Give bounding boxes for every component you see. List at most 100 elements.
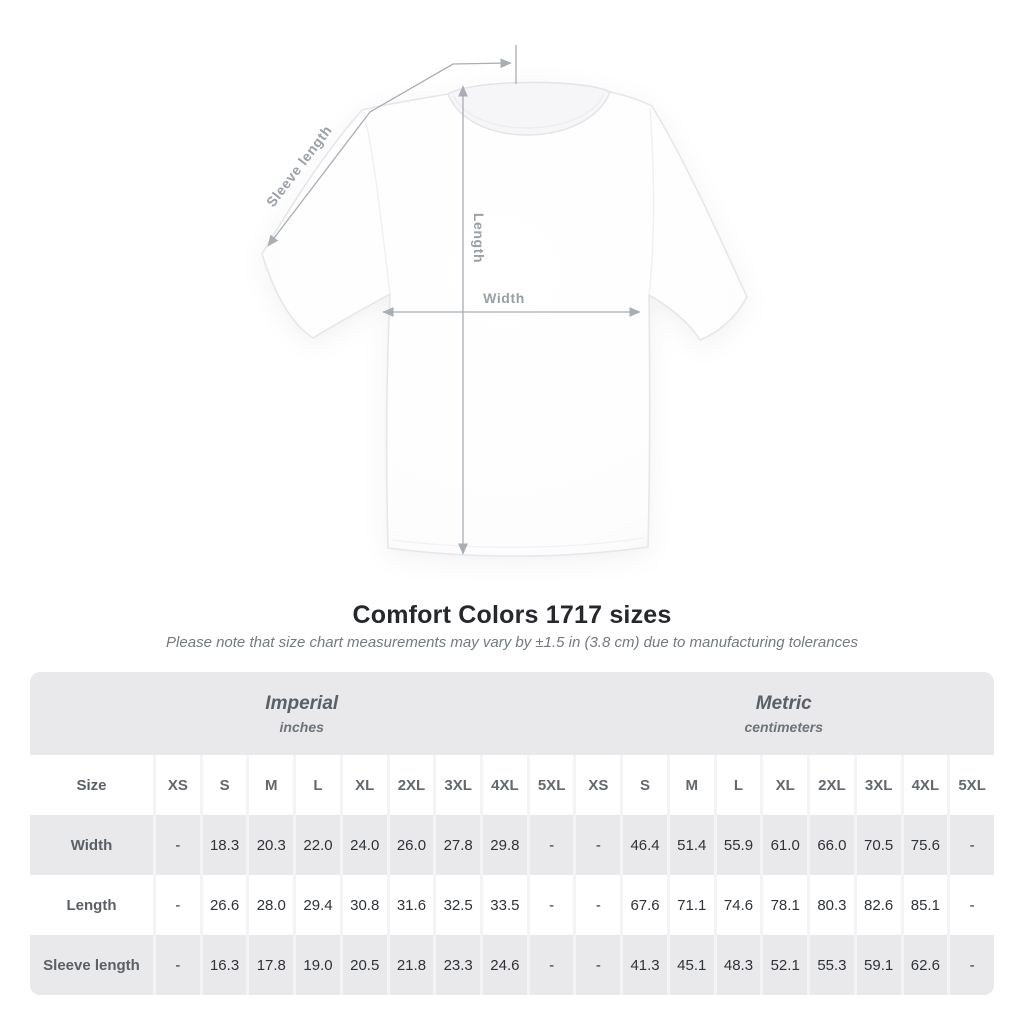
measurement-value-cell: 26.6 (199, 875, 247, 935)
size-column-header: S (199, 755, 247, 815)
size-column-header: XS (153, 755, 200, 815)
measurement-value-cell: 19.0 (293, 935, 340, 995)
size-column-header: XL (760, 755, 808, 815)
measurement-row-label: Sleeve length (30, 935, 153, 995)
size-header-row: Size XS S M L XL 2XL 3XL 4XL 5XL XS S M L XL 2XL 3XL 4XL 5… (30, 755, 994, 815)
size-column-title: Size (30, 755, 153, 815)
size-column-header: 3XL (853, 755, 901, 815)
measurement-value-cell: - (153, 815, 200, 875)
measurement-value-cell: 48.3 (713, 935, 761, 995)
size-column-header: 3XL (433, 755, 481, 815)
measurement-value-cell: 80.3 (807, 875, 854, 935)
measurement-value-cell: 32.5 (433, 875, 481, 935)
measurement-value-cell: - (573, 815, 621, 875)
size-column-header: 5XL (947, 755, 994, 815)
measurement-row-label: Length (30, 875, 153, 935)
measurement-value-cell: 21.8 (386, 935, 434, 995)
measurement-value-cell: 82.6 (853, 875, 901, 935)
measurement-value-cell: - (153, 935, 200, 995)
measurement-value-cell: 70.5 (853, 815, 901, 875)
measurement-value-cell: 24.6 (480, 935, 527, 995)
unit-group-label: Imperial (265, 692, 339, 714)
table-row: Length -26.6 28.0 29.4 30.8 31.6 32.5 33.5- -67.… (30, 875, 994, 935)
measurement-value-cell: 45.1 (666, 935, 714, 995)
measurement-value-cell: 52.1 (760, 935, 808, 995)
sleeve-length-arrow (267, 58, 512, 247)
measurement-value-cell: - (153, 875, 200, 935)
measurement-value-cell: 16.3 (199, 935, 247, 995)
measurement-value-cell: 33.5 (480, 875, 527, 935)
measurement-value-cell: - (526, 935, 574, 995)
measurement-value-cell: 24.0 (339, 815, 387, 875)
size-column-header: XS (573, 755, 621, 815)
measurement-value-cell: 74.6 (713, 875, 761, 935)
size-column-header: S (620, 755, 667, 815)
page-title: Comfort Colors 1717 sizes (352, 601, 672, 629)
size-column-header: M (246, 755, 294, 815)
measurement-value-cell: 20.3 (246, 815, 294, 875)
measurement-value-cell: 78.1 (760, 875, 808, 935)
measurement-value-cell: - (947, 935, 994, 995)
measurement-value-cell: 17.8 (246, 935, 294, 995)
size-column-header: L (293, 755, 340, 815)
measurement-value-cell: 29.8 (480, 815, 527, 875)
unit-group-unit: inches (279, 718, 324, 735)
measurement-value-cell: 75.6 (900, 815, 948, 875)
measurement-value-cell: 61.0 (760, 815, 808, 875)
unit-group-header: Metric centimeters (573, 672, 994, 755)
unit-group-header: Imperial inches (30, 672, 574, 755)
measurement-value-cell: - (947, 875, 994, 935)
measurement-value-cell: 22.0 (293, 815, 340, 875)
unit-group-unit: centimeters (744, 718, 824, 735)
tshirt-image (261, 81, 748, 557)
size-column-header: 5XL (526, 755, 574, 815)
hem-seam (391, 537, 645, 548)
measurement-value-cell: - (573, 875, 621, 935)
size-column-header: M (666, 755, 714, 815)
measurement-value-cell: - (947, 815, 994, 875)
measurement-value-cell: 27.8 (433, 815, 481, 875)
measurement-value-cell: 26.0 (386, 815, 434, 875)
size-column-header: 4XL (900, 755, 948, 815)
length-label: Length (471, 213, 487, 263)
tolerance-note: Please note that size chart measurements… (166, 634, 858, 651)
measurement-value-cell: 59.1 (853, 935, 901, 995)
size-column-header: XL (339, 755, 387, 815)
measurement-value-cell: - (526, 875, 574, 935)
measurement-value-cell: - (573, 935, 621, 995)
size-column-header: 4XL (480, 755, 527, 815)
measurement-value-cell: 85.1 (900, 875, 948, 935)
measurement-value-cell: 23.3 (433, 935, 481, 995)
width-label: Width (483, 290, 525, 306)
table-row: Sleeve length -16.3 17.8 19.0 20.5 21.8 23.3 24… (30, 935, 994, 995)
unit-group-row: Imperial inches Metric centimeters (30, 672, 994, 755)
right-armhole-seam (648, 107, 655, 296)
measurement-row-label: Width (30, 815, 153, 875)
size-column-header: L (713, 755, 761, 815)
size-column-header: 2XL (807, 755, 854, 815)
measurement-value-cell: 62.6 (900, 935, 948, 995)
measurement-value-cell: 29.4 (293, 875, 340, 935)
measurement-value-cell: 28.0 (246, 875, 294, 935)
measurement-value-cell: 71.1 (666, 875, 714, 935)
measurement-value-cell: 46.4 (620, 815, 667, 875)
measurement-value-cell: 66.0 (807, 815, 854, 875)
measurement-value-cell: 67.6 (620, 875, 667, 935)
measurement-value-cell: - (526, 815, 574, 875)
measurement-value-cell: 31.6 (386, 875, 434, 935)
measurement-value-cell: 51.4 (666, 815, 714, 875)
unit-group-label: Metric (755, 692, 812, 714)
measurement-value-cell: 41.3 (620, 935, 667, 995)
table-row: Width -18.3 20.3 22.0 24.0 26.0 27.8 29.8- -46.4… (30, 815, 994, 875)
measurement-value-cell: 55.3 (807, 935, 854, 995)
size-table-wrap: Imperial inches Metric centimeters Size XS S M L… (30, 672, 994, 995)
measurement-value-cell: 20.5 (339, 935, 387, 995)
tshirt-graphic: Sleeve length Length Width (261, 45, 748, 557)
measurement-value-cell: 18.3 (199, 815, 247, 875)
size-chart-table: Imperial inches Metric centimeters Size XS S M L… (30, 672, 994, 995)
size-column-header: 2XL (386, 755, 434, 815)
measurement-value-cell: 55.9 (713, 815, 761, 875)
measurement-value-cell: 30.8 (339, 875, 387, 935)
tshirt-measurement-diagram: Sleeve length Length Width (261, 45, 748, 557)
